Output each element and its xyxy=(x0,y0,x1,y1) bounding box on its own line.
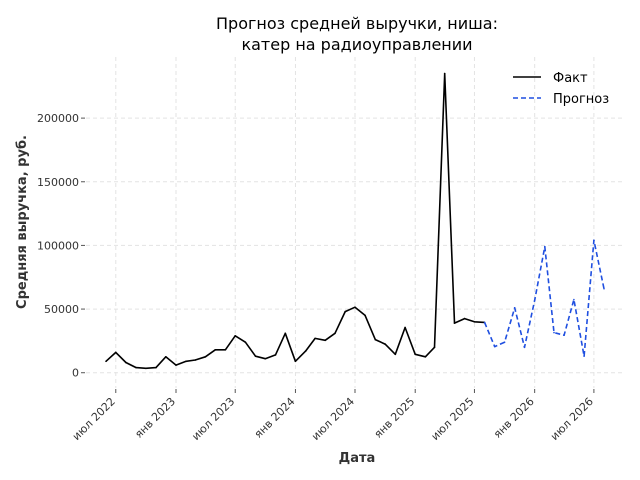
data-point-fact xyxy=(443,72,446,75)
data-point-fact xyxy=(264,357,267,360)
data-point-forecast xyxy=(533,299,536,302)
legend-label-forecast: Прогноз xyxy=(553,92,609,107)
data-point-fact xyxy=(364,314,366,317)
data-point-fact xyxy=(274,354,277,356)
data-point-fact xyxy=(105,360,107,363)
x-axis-ticks: июл 2022 янв 2023 июл 2023 янв 2024 июл 2024… xyxy=(70,389,596,443)
grid xyxy=(86,57,624,388)
data-point-fact xyxy=(234,335,236,337)
data-point-fact xyxy=(374,338,377,341)
x-tick-label: янв 2026 xyxy=(491,395,537,441)
data-point-forecast xyxy=(493,345,496,348)
data-point-forecast xyxy=(563,334,565,337)
data-point-forecast xyxy=(503,341,506,344)
data-point-forecast xyxy=(483,321,486,324)
y-tick-label: 0 xyxy=(72,367,79,380)
data-point-fact xyxy=(463,317,466,320)
data-point-fact xyxy=(175,364,177,366)
legend-label-fact: Факт xyxy=(553,71,588,86)
x-tick-label: июл 2023 xyxy=(189,395,237,443)
y-tick-label: 50000 xyxy=(44,303,79,316)
x-tick-label: июл 2022 xyxy=(70,395,118,443)
data-point-fact xyxy=(394,353,397,356)
data-point-fact xyxy=(334,332,336,335)
data-point-fact xyxy=(414,353,417,356)
data-point-fact xyxy=(284,332,287,335)
data-point-fact xyxy=(165,356,167,358)
y-tick-label: 100000 xyxy=(37,239,79,252)
x-tick-label: янв 2024 xyxy=(252,395,298,441)
data-point-fact xyxy=(433,346,436,349)
data-point-fact xyxy=(384,343,386,345)
data-point-fact xyxy=(254,355,257,358)
data-point-fact xyxy=(304,350,307,352)
x-tick-label: июл 2026 xyxy=(548,395,596,443)
data-point-fact xyxy=(224,349,227,351)
x-tick-label: янв 2025 xyxy=(372,395,418,441)
x-tick-label: янв 2023 xyxy=(132,395,178,441)
data-point-fact xyxy=(453,322,456,324)
data-point-fact xyxy=(404,326,406,329)
data-point-fact xyxy=(155,366,157,369)
data-point-fact xyxy=(135,366,137,369)
data-point-fact xyxy=(324,339,327,342)
x-tick-label: июл 2025 xyxy=(429,395,477,443)
chart-title-line-1: Прогноз средней выручки, ниша: xyxy=(216,14,498,33)
chart-title: Прогноз средней выручки, ниша: катер на … xyxy=(216,14,498,54)
data-point-fact xyxy=(204,356,207,358)
data-point-fact xyxy=(294,360,297,363)
data-point-fact xyxy=(125,361,127,364)
series-line-forecast xyxy=(483,239,605,358)
legend: Факт Прогноз xyxy=(513,71,609,107)
data-point-fact xyxy=(115,351,117,354)
y-tick-label: 150000 xyxy=(37,176,79,189)
data-point-fact xyxy=(244,341,247,344)
data-point-fact xyxy=(473,321,476,323)
data-point-fact xyxy=(194,359,197,361)
x-tick-label: июл 2024 xyxy=(309,395,357,443)
data-point-forecast xyxy=(513,307,516,309)
y-tick-label: 200000 xyxy=(37,112,79,125)
plot-series xyxy=(105,72,605,370)
data-point-fact xyxy=(214,349,217,351)
data-point-fact xyxy=(314,337,316,340)
data-point-forecast xyxy=(523,346,526,349)
x-axis-label: Дата xyxy=(339,451,376,466)
data-point-fact xyxy=(344,310,347,313)
data-point-forecast xyxy=(553,331,555,334)
data-point-forecast xyxy=(583,355,585,358)
y-axis-ticks: 0 50000 100000 150000 200000 xyxy=(37,112,85,380)
data-point-fact xyxy=(185,360,187,363)
chart-title-line-2: катер на радиоуправлении xyxy=(241,35,472,54)
data-point-fact xyxy=(354,306,356,309)
data-point-fact xyxy=(424,356,427,358)
data-point-forecast xyxy=(603,287,605,290)
data-point-fact xyxy=(145,367,147,370)
data-point-forecast xyxy=(544,245,546,248)
data-point-forecast xyxy=(593,239,595,242)
y-axis-label: Средняя выручка, руб. xyxy=(15,135,30,309)
data-point-forecast xyxy=(573,298,575,301)
